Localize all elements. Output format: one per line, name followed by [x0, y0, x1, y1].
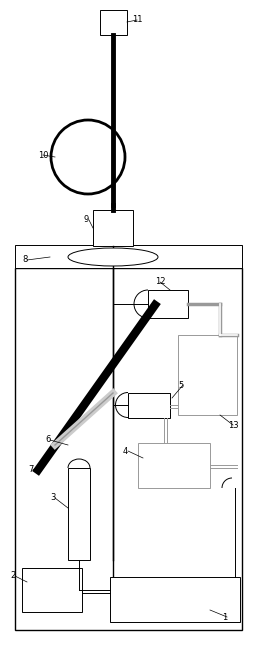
Bar	[15, 268, 242, 630]
Text: 4: 4	[123, 446, 128, 455]
Text: 12: 12	[155, 278, 166, 287]
Bar	[100, 10, 127, 35]
Text: 1: 1	[222, 613, 227, 622]
Text: 7: 7	[28, 465, 33, 474]
Bar	[68, 468, 90, 560]
Text: 13: 13	[228, 421, 239, 430]
Text: 10: 10	[38, 151, 49, 160]
Ellipse shape	[68, 248, 158, 266]
Bar	[178, 335, 237, 415]
Bar	[93, 210, 133, 246]
Bar	[148, 290, 188, 318]
Text: 9: 9	[84, 215, 89, 225]
Text: 6: 6	[45, 435, 50, 444]
Circle shape	[51, 120, 125, 194]
Text: 5: 5	[178, 380, 183, 389]
Bar	[110, 577, 240, 622]
Text: 3: 3	[50, 494, 55, 503]
Bar	[15, 245, 242, 268]
Text: 8: 8	[22, 256, 27, 265]
Bar	[128, 393, 170, 418]
Bar	[22, 568, 82, 612]
Text: 2: 2	[10, 571, 15, 580]
Text: 11: 11	[132, 16, 142, 25]
Bar	[138, 443, 210, 488]
